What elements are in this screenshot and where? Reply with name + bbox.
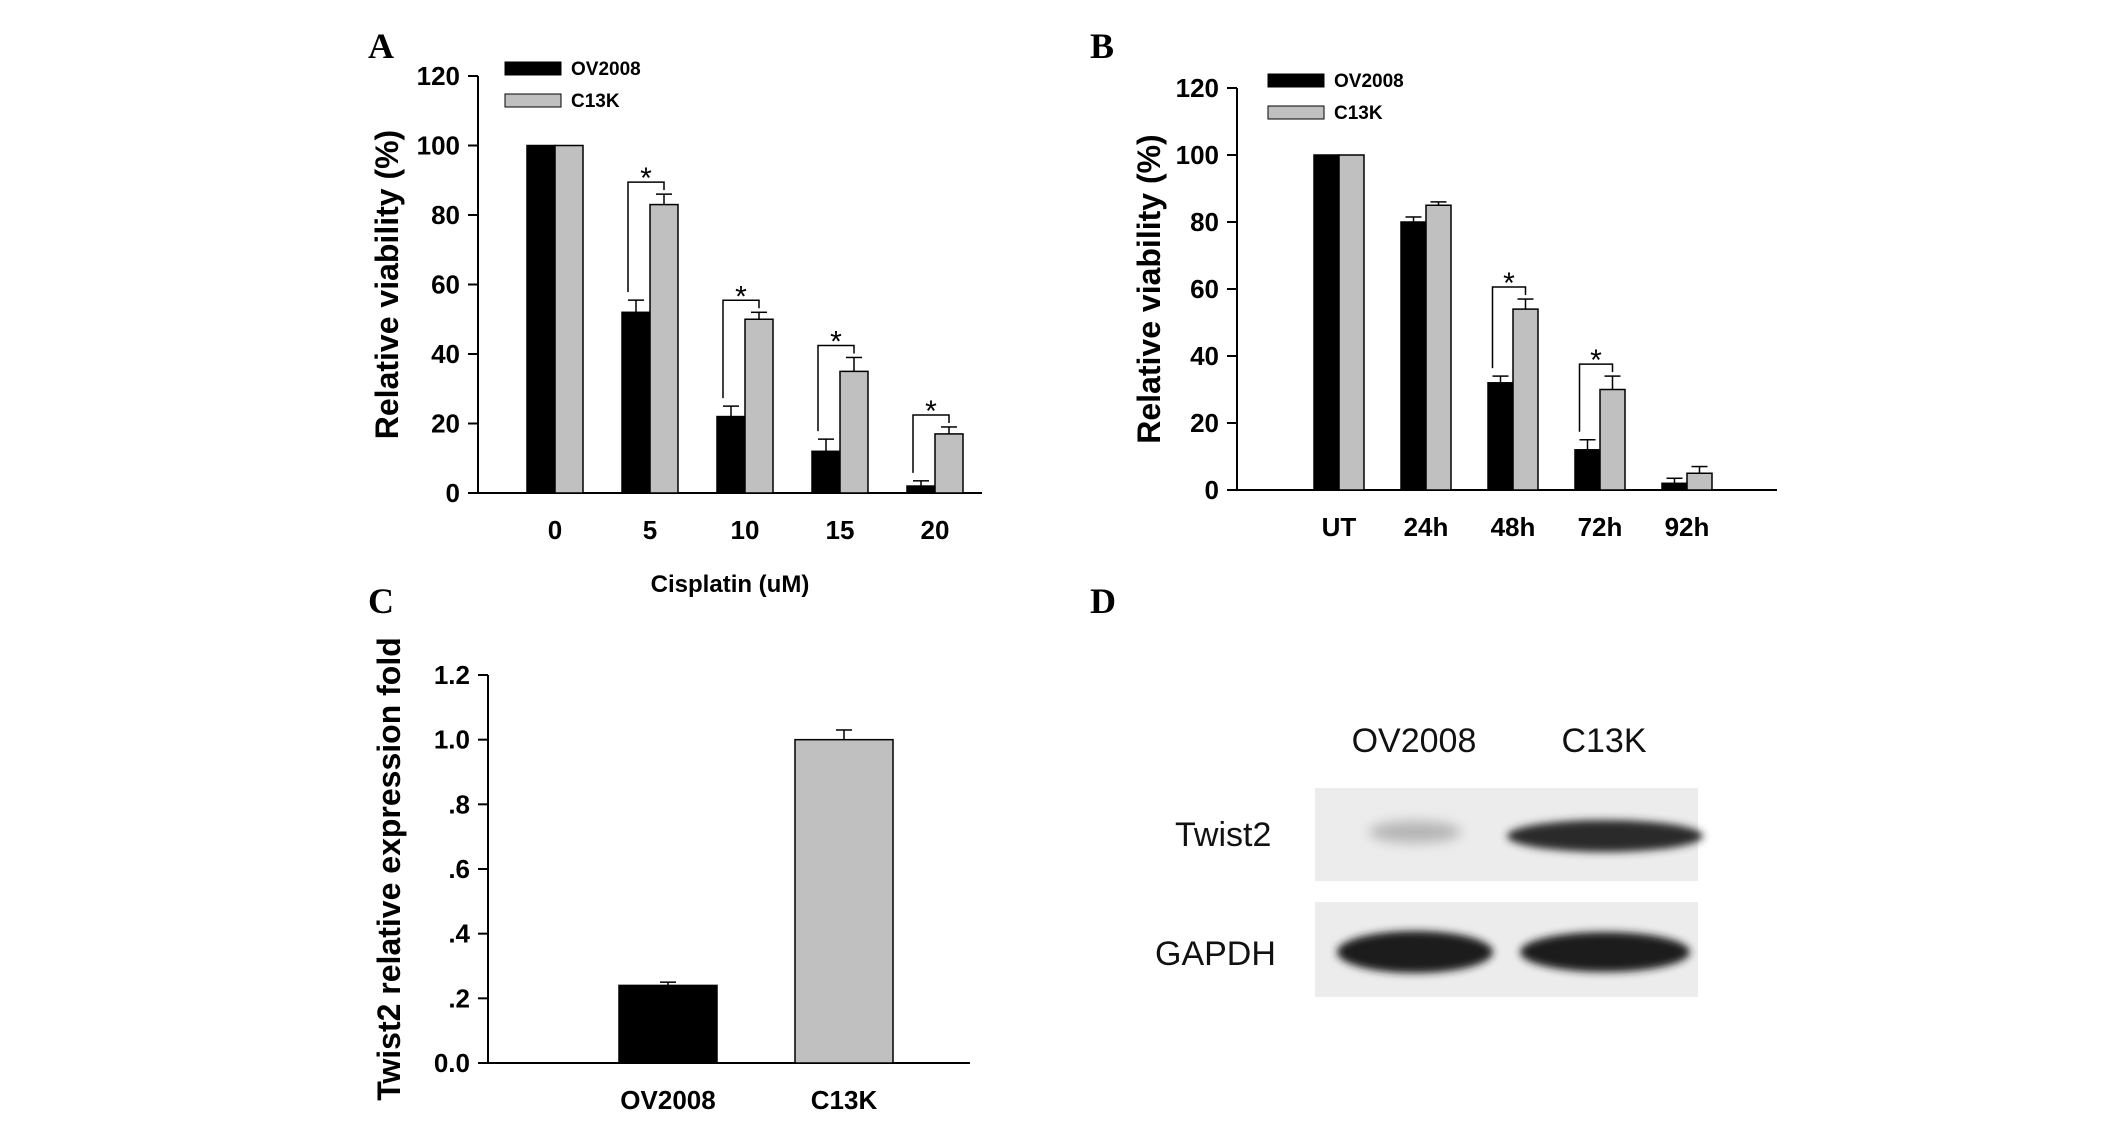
chart-a-bar-0-3 bbox=[811, 450, 841, 494]
chart-b-bar-0-4 bbox=[1661, 482, 1688, 491]
chart-b-significance-star: * bbox=[1590, 344, 1602, 377]
chart-a-bar-1-4 bbox=[934, 433, 964, 494]
chart-c-y-tick-label: .4 bbox=[448, 919, 470, 949]
chart-a-significance-star: * bbox=[735, 280, 747, 313]
blot-row-twist2: Twist2 bbox=[1175, 816, 1271, 854]
chart-b: 0 20 40 60 80 100 120 Relative viability (%) UT 2… bbox=[1131, 71, 1777, 542]
blot-band-gapdh-c13k bbox=[1520, 932, 1690, 972]
chart-b-bar-1-0 bbox=[1338, 154, 1365, 491]
chart-c-bar-1-1 bbox=[794, 738, 894, 1064]
chart-a-y-tick-label: 80 bbox=[431, 200, 460, 230]
panel-letter-a: A bbox=[368, 26, 394, 66]
chart-b-bar-0-3 bbox=[1574, 449, 1601, 491]
chart-a-x-tick-label: 5 bbox=[643, 515, 657, 545]
chart-a-significance-bracket bbox=[817, 344, 855, 432]
chart-a-x-tick-label: 20 bbox=[921, 515, 950, 545]
chart-b-significance-bracket bbox=[1578, 363, 1614, 432]
chart-a-bar-0-2 bbox=[716, 415, 746, 494]
blot-column-c13k: C13K bbox=[1561, 722, 1646, 760]
chart-a-significance-bracket bbox=[912, 414, 950, 473]
chart-b-x-tick-label: 24h bbox=[1404, 512, 1449, 542]
blot-band-twist2-ov2008 bbox=[1369, 821, 1461, 843]
chart-a-significance-bracket bbox=[722, 299, 760, 399]
chart-c-x-tick-label: C13K bbox=[811, 1085, 878, 1115]
chart-b-y-axis-label: Relative viability (%) bbox=[1131, 134, 1167, 443]
chart-b-bar-0-0 bbox=[1313, 154, 1340, 491]
blot-band-twist2-c13k bbox=[1507, 820, 1703, 852]
chart-a-bar-1-3 bbox=[839, 370, 869, 494]
chart-a-significance-star: * bbox=[830, 325, 842, 358]
chart-b-bar-1-3 bbox=[1599, 388, 1626, 491]
chart-a-significance-star: * bbox=[925, 395, 937, 428]
chart-a-y-tick-label: 40 bbox=[431, 339, 460, 369]
blot-row-gapdh: GAPDH bbox=[1155, 935, 1276, 973]
chart-c-y-tick-label: 1.2 bbox=[434, 660, 470, 690]
western-blot: OV2008 C13K Twist2 GAPDH bbox=[1155, 722, 1703, 997]
chart-b-bar-1-1 bbox=[1425, 204, 1452, 491]
chart-c-y-tick-label: .8 bbox=[448, 789, 470, 819]
chart-b-significance-star: * bbox=[1503, 267, 1515, 300]
chart-b-y-tick-label: 20 bbox=[1190, 408, 1219, 438]
chart-b-y-tick-label: 80 bbox=[1190, 207, 1219, 237]
chart-b-y-tick-label: 100 bbox=[1176, 140, 1219, 170]
chart-b-bar-0-2 bbox=[1487, 382, 1514, 491]
chart-a-y-tick-label: 0 bbox=[446, 478, 460, 508]
chart-a-bar-0-1 bbox=[621, 311, 651, 494]
chart-a-y-tick-label: 100 bbox=[417, 131, 460, 161]
chart-a-bar-1-0 bbox=[554, 144, 584, 494]
chart-b-bar-0-1 bbox=[1400, 221, 1427, 491]
chart-a-x-tick-label: 0 bbox=[548, 515, 562, 545]
chart-a-legend-label-0: OV2008 bbox=[571, 59, 641, 80]
chart-a-bar-1-1 bbox=[649, 203, 679, 494]
chart-c: 0.0 .2 .4 .6 .8 1.0 1.2 Twist2 relative express… bbox=[371, 637, 970, 1115]
chart-c-y-tick-label: .6 bbox=[448, 854, 470, 884]
chart-c-y-tick-label: 1.0 bbox=[434, 725, 470, 755]
blot-band-gapdh-ov2008 bbox=[1337, 931, 1493, 973]
chart-c-x-tick-label: OV2008 bbox=[620, 1085, 715, 1115]
chart-c-y-axis-label: Twist2 relative expression fold bbox=[371, 637, 407, 1101]
chart-a-y-tick-label: 60 bbox=[431, 270, 460, 300]
chart-b-legend-swatch-1 bbox=[1267, 105, 1325, 120]
chart-b-x-tick-label: 48h bbox=[1491, 512, 1536, 542]
chart-b-x-tick-label: 92h bbox=[1665, 512, 1710, 542]
chart-a-y-tick-label: 20 bbox=[431, 409, 460, 439]
chart-a-legend-swatch-1 bbox=[504, 93, 562, 108]
chart-a-bar-0-0 bbox=[526, 144, 556, 494]
chart-a-significance-star: * bbox=[640, 162, 652, 195]
chart-a-y-axis-label: Relative viability (%) bbox=[369, 130, 405, 439]
chart-b-legend-label-0: OV2008 bbox=[1334, 71, 1404, 92]
panel-letter-d: D bbox=[1090, 581, 1116, 621]
chart-c-y-tick-label: 0.0 bbox=[434, 1048, 470, 1078]
panel-letter-b: B bbox=[1090, 26, 1114, 66]
chart-b-y-tick-label: 40 bbox=[1190, 341, 1219, 371]
chart-a-x-tick-label: 10 bbox=[731, 515, 760, 545]
panel-letter-c: C bbox=[368, 581, 394, 621]
chart-a-legend-swatch-0 bbox=[504, 61, 562, 76]
chart-c-y-tick-label: .2 bbox=[448, 983, 470, 1013]
chart-b-x-tick-label: 72h bbox=[1578, 512, 1623, 542]
chart-b-y-tick-label: 0 bbox=[1205, 475, 1219, 505]
blot-column-ov2008: OV2008 bbox=[1352, 722, 1477, 760]
chart-b-bar-1-2 bbox=[1512, 308, 1539, 491]
chart-b-bar-1-4 bbox=[1686, 472, 1713, 491]
chart-b-significance-bracket bbox=[1491, 286, 1527, 369]
chart-a-x-axis-label: Cisplatin (uM) bbox=[651, 571, 810, 598]
chart-a-x-tick-label: 15 bbox=[826, 515, 855, 545]
chart-c-bar-0-0 bbox=[618, 984, 718, 1064]
chart-a-y-tick-label: 120 bbox=[417, 61, 460, 91]
chart-a-significance-bracket bbox=[627, 181, 665, 293]
chart-a-legend-label-1: C13K bbox=[571, 91, 620, 112]
chart-b-y-tick-label: 120 bbox=[1176, 73, 1219, 103]
chart-b-legend-label-1: C13K bbox=[1334, 103, 1383, 124]
chart-b-y-tick-label: 60 bbox=[1190, 274, 1219, 304]
chart-b-legend-swatch-0 bbox=[1267, 73, 1325, 88]
chart-b-x-tick-label: UT bbox=[1322, 512, 1357, 542]
chart-a-bar-0-4 bbox=[906, 485, 936, 494]
chart-a-bar-1-2 bbox=[744, 318, 774, 494]
